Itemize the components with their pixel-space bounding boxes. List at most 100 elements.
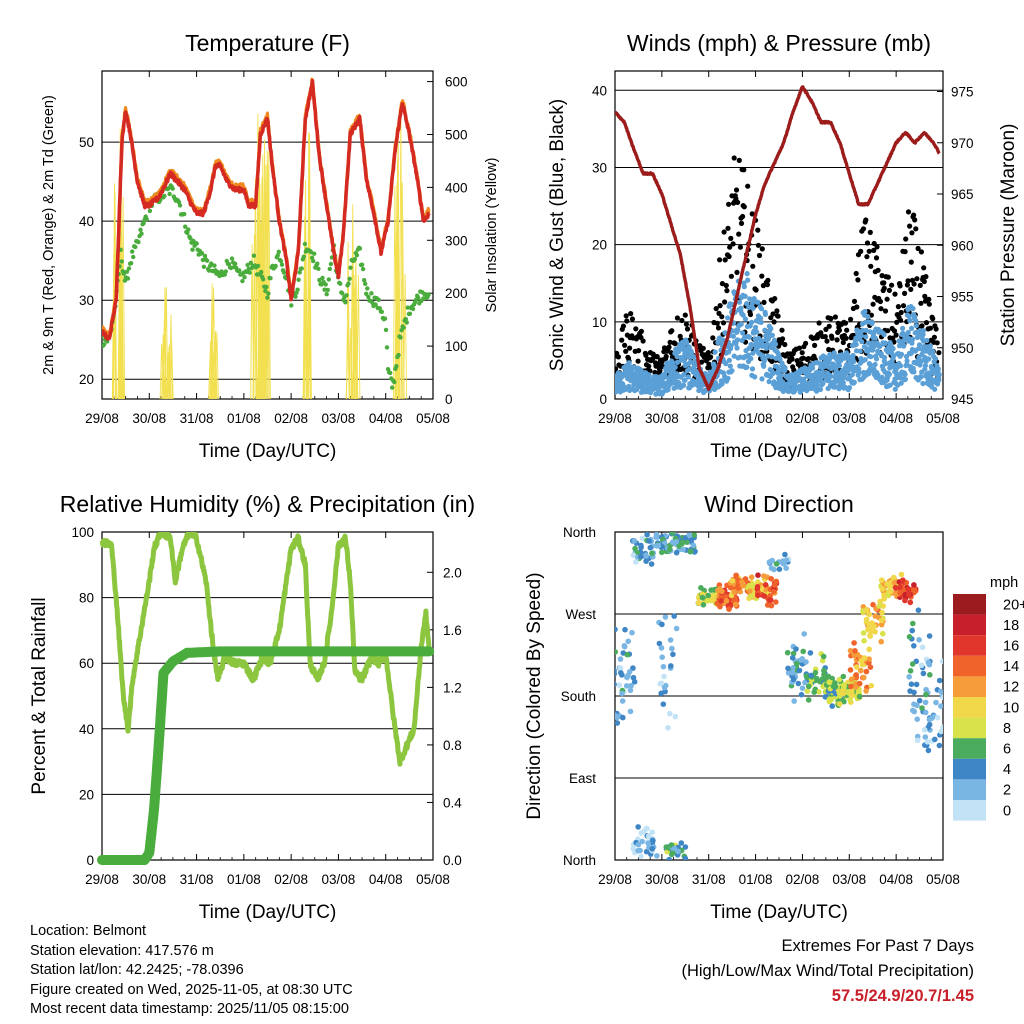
sonic-wind-point [723,361,729,367]
sonic-wind-point [725,315,731,321]
dewpoint-point [293,294,298,299]
direction-title: Wind Direction [704,491,854,517]
sonic-wind-point [862,308,868,315]
gust-point [628,311,634,317]
sonic-wind-point [738,321,744,327]
humidity-xtick-label: 03/08 [322,872,356,887]
direction-point [907,668,914,674]
dewpoint-point [242,275,247,280]
sonic-wind-point [850,352,856,359]
direction-point [793,660,800,667]
legend-label: 10 [1003,700,1019,716]
sonic-wind-point [872,335,878,341]
dewpoint-point [264,284,269,290]
sonic-wind-point [810,365,816,371]
dewpoint-point [426,292,431,297]
direction-point [865,621,872,628]
sonic-wind-point [910,336,916,342]
direction-point [802,679,808,686]
dewpoint-point [268,276,273,281]
dewpoint-point [276,249,281,254]
gust-point [755,227,761,233]
direction-point [659,621,665,628]
direction-point [780,561,787,567]
gust-point [619,337,625,343]
direction-point [615,720,621,726]
winds-ytick-label: 20 [592,238,607,253]
direction-point [863,688,869,694]
temperature-xtick-label: 03/08 [322,411,356,426]
humidity-y2tick-label: 0.0 [443,853,462,868]
direction-point [851,640,857,646]
direction-point [932,736,938,743]
gust-point [750,263,756,269]
winds-y2tick-label: 960 [951,238,974,253]
gust-point [624,318,630,324]
gust-point [885,274,891,280]
direction-point [822,694,829,700]
direction-point [814,675,820,682]
temperature-xtick-label: 05/08 [416,411,450,426]
direction-point [627,708,634,715]
direction-point [914,737,921,744]
sonic-wind-point [932,356,939,362]
gust-point [725,225,731,231]
direction-point [922,734,929,740]
direction-point [805,683,812,690]
sonic-wind-point [863,327,869,333]
humidity-ytick-label: 40 [79,722,94,737]
gust-point [902,290,908,296]
sonic-wind-point [727,363,733,369]
direction-point [848,683,854,690]
gust-point [635,358,641,364]
sonic-wind-point [726,357,733,363]
gust-point [842,320,849,326]
dewpoint-point [320,275,325,281]
gust-point [736,231,742,237]
gust-point [905,209,912,215]
gust-point [853,270,859,277]
temperature-y2tick-label: 200 [445,286,468,301]
station-location: Location: Belmont [30,923,147,939]
direction-point [906,674,912,680]
sonic-wind-point [749,319,755,325]
sonic-wind-point [898,351,905,357]
direction-point [861,638,867,644]
direction-point [858,667,864,674]
temperature-xtick-label: 31/08 [180,411,214,426]
temperature-y2tick-label: 100 [445,339,468,354]
sonic-wind-point [749,366,756,372]
direction-point [808,672,814,679]
direction-point [768,565,775,571]
direction-point [826,679,832,686]
sonic-wind-point [744,364,750,370]
sonic-wind-point [749,301,755,307]
temperature-ylabel: 2m & 9m T (Red, Orange) & 2m Td (Green) [41,95,57,375]
direction-point [804,688,811,694]
dewpoint-point [190,247,195,252]
dewpoint-point [237,268,242,273]
direction-point [635,824,641,830]
sonic-wind-point [728,343,734,349]
sonic-wind-point [754,329,760,335]
legend-label: 8 [1003,721,1011,737]
direction-point [913,681,920,688]
direction-point [783,557,790,563]
sonic-wind-point [758,315,764,321]
direction-point [639,535,646,542]
direction-point [936,742,943,749]
direction-point [881,592,887,599]
direction-point [907,599,914,606]
direction-point [670,651,676,658]
gust-point [885,328,891,334]
gust-point [714,320,720,326]
direction-point [762,582,769,588]
sonic-wind-point [740,312,746,318]
direction-point [628,682,634,689]
direction-point [621,643,628,649]
direction-point [632,545,638,552]
sonic-wind-point [881,331,887,338]
gust-point [723,282,729,289]
direction-point [638,853,644,860]
sonic-wind-point [763,345,769,351]
